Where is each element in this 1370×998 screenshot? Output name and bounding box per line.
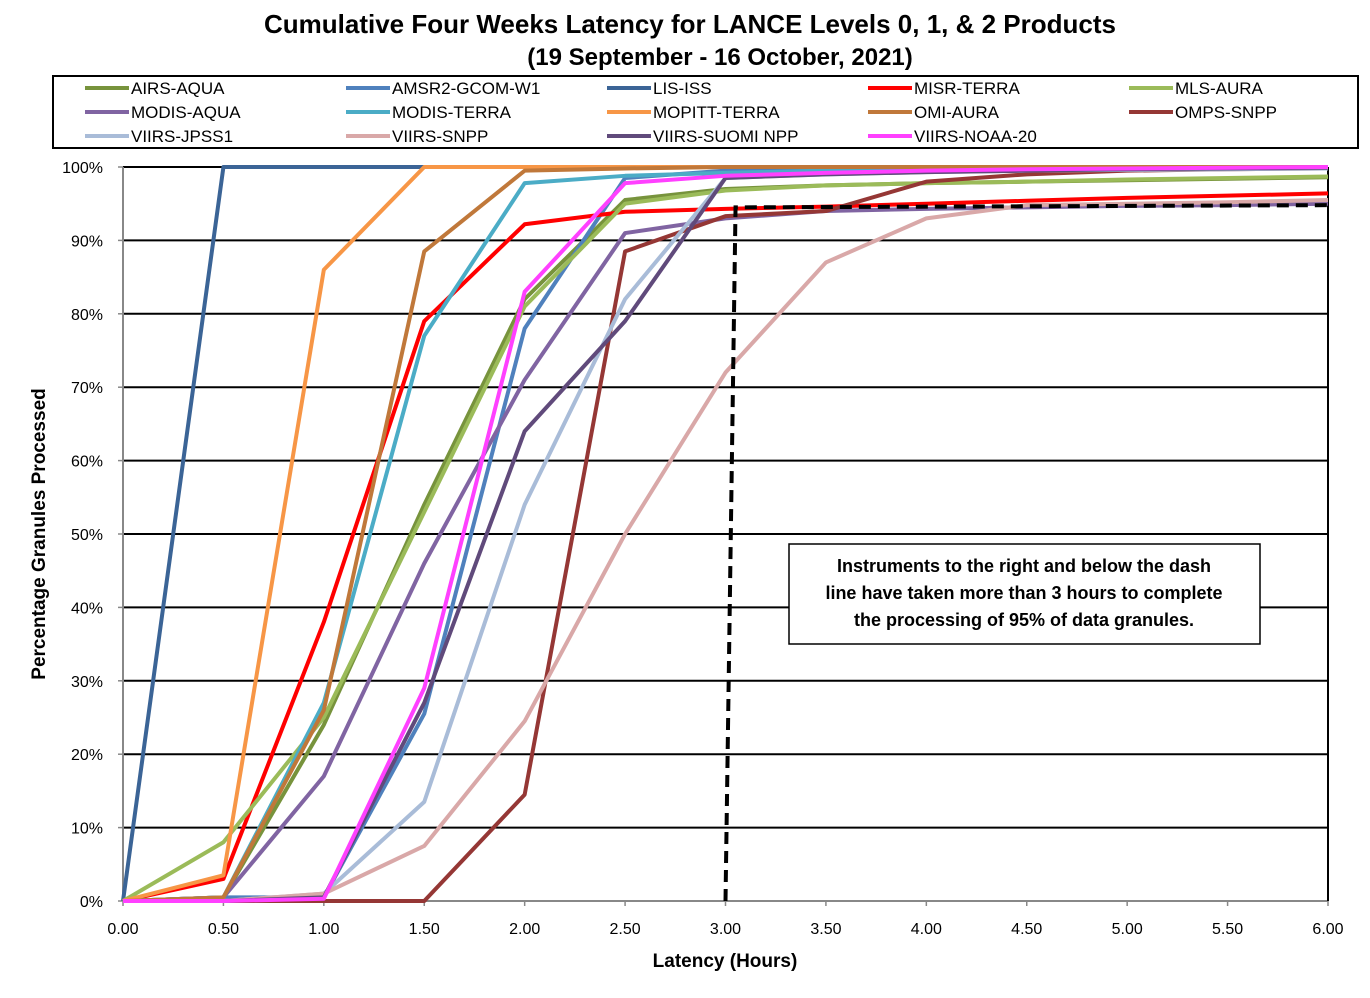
threshold-dash — [723, 203, 1329, 902]
y-tick-label: 10% — [71, 821, 103, 838]
chart-subtitle: (19 September - 16 October, 2021) — [527, 44, 913, 71]
grid — [118, 166, 1329, 906]
y-tick-label: 80% — [71, 307, 103, 324]
x-tick-label: 1.00 — [308, 921, 339, 938]
x-tick-label: 3.00 — [710, 921, 741, 938]
y-tick-label: 90% — [71, 233, 103, 250]
y-tick-label: 30% — [71, 674, 103, 691]
x-tick-label: 6.00 — [1312, 921, 1343, 938]
legend-label: MODIS-TERRA — [392, 103, 512, 122]
legend-label: OMI-AURA — [914, 103, 1000, 122]
annotation-line-1: Instruments to the right and below the d… — [837, 556, 1211, 576]
series-line-misr-terra — [122, 191, 1329, 903]
x-tick-label: 5.00 — [1112, 921, 1143, 938]
series-line-airs-aqua — [122, 175, 1329, 903]
x-tick-label: 1.50 — [409, 921, 440, 938]
legend-label: MOPITT-TERRA — [653, 103, 780, 122]
y-tick-label: 0% — [80, 894, 103, 911]
annotation-line-3: the processing of 95% of data granules. — [854, 610, 1194, 630]
legend-label: VIIRS-SNPP — [392, 127, 488, 146]
legend-label: MLS-AURA — [1175, 79, 1264, 98]
legend-label: VIIRS-NOAA-20 — [914, 127, 1037, 146]
legend-label: AIRS-AQUA — [131, 79, 225, 98]
tick-labels: 0% 10% 20% 30% 40% 50% 60% 70% 80% 90% 100% 0.00 0.5… — [62, 160, 1344, 938]
legend: AIRS-AQUA AMSR2-GCOM-W1 LIS-ISS MISR-TERRA M… — [85, 79, 1277, 146]
legend-label: VIIRS-JPSS1 — [131, 127, 233, 146]
y-axis-label: Percentage Granules Processed — [29, 388, 50, 679]
y-tick-label: 40% — [71, 600, 103, 617]
legend-label: OMPS-SNPP — [1175, 103, 1277, 122]
x-tick-label: 2.50 — [610, 921, 641, 938]
legend-label: AMSR2-GCOM-W1 — [392, 79, 540, 98]
legend-label: MODIS-AQUA — [131, 103, 241, 122]
y-tick-label: 70% — [71, 380, 103, 397]
x-tick-label: 0.00 — [107, 921, 138, 938]
x-tick-label: 0.50 — [208, 921, 239, 938]
x-tick-label: 3.50 — [810, 921, 841, 938]
y-tick-label: 20% — [71, 747, 103, 764]
series-line-mls-aura — [121, 174, 1329, 903]
y-tick-label: 60% — [71, 454, 103, 471]
x-tick-label: 4.00 — [911, 921, 942, 938]
threshold-dash-line — [723, 203, 1329, 902]
y-tick-label: 100% — [62, 160, 103, 177]
x-axis-label: Latency (Hours) — [653, 951, 798, 972]
legend-label: LIS-ISS — [653, 79, 712, 98]
legend-label: MISR-TERRA — [914, 79, 1020, 98]
y-tick-label: 50% — [71, 527, 103, 544]
chart-title: Cumulative Four Weeks Latency for LANCE … — [264, 9, 1116, 39]
annotation-box: Instruments to the right and below the d… — [788, 543, 1261, 645]
series-group — [121, 165, 1329, 903]
x-tick-label: 5.50 — [1212, 921, 1243, 938]
series-line-viirs-noaa-20 — [123, 165, 1329, 903]
x-tick-label: 2.00 — [509, 921, 540, 938]
legend-label: VIIRS-SUOMI NPP — [653, 127, 798, 146]
annotation-line-2: line have taken more than 3 hours to com… — [825, 583, 1222, 603]
x-tick-label: 4.50 — [1011, 921, 1042, 938]
